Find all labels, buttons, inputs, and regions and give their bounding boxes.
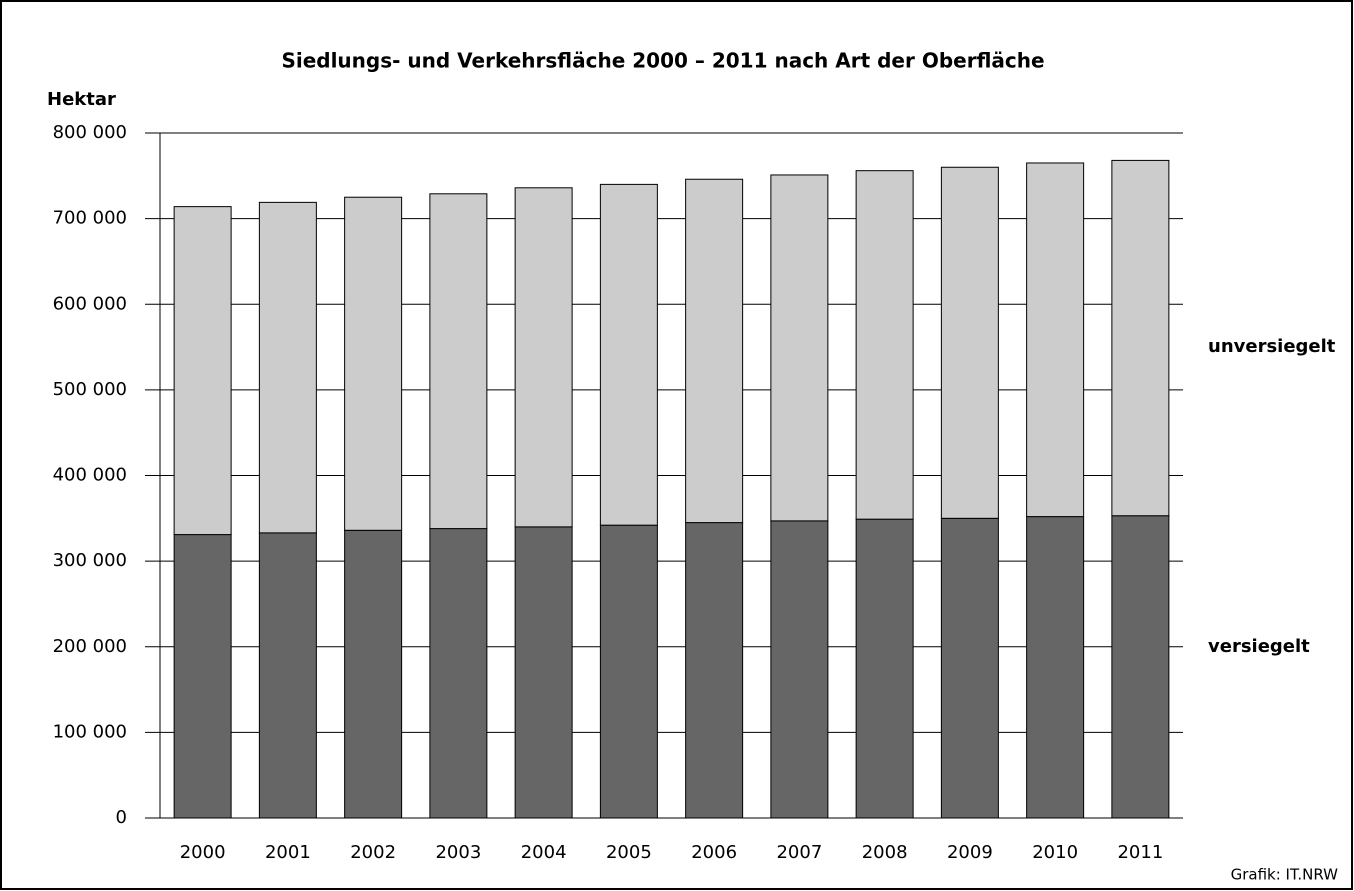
- bar-segment: [258, 201, 317, 534]
- y-tick-label: 800 000: [53, 122, 127, 143]
- y-tick-label: 100 000: [53, 721, 127, 742]
- x-tick-label: 2006: [691, 842, 737, 863]
- x-tick-label: 2004: [521, 842, 567, 863]
- source: Grafik: IT.NRW: [1231, 866, 1339, 884]
- bar-segment: [429, 528, 488, 819]
- y-tick-label: 600 000: [53, 293, 127, 314]
- legend-label: unversiegelt: [1208, 336, 1336, 357]
- bar-segment: [685, 522, 744, 819]
- y-tick-label: 200 000: [53, 636, 127, 657]
- y-tick-label: 0: [116, 807, 127, 828]
- bar-segment: [1026, 516, 1085, 819]
- bar-segment: [770, 174, 829, 522]
- bar-segment: [173, 534, 232, 819]
- bar-segment: [770, 520, 829, 819]
- legend-label: versiegelt: [1208, 636, 1310, 657]
- bar-segment: [1111, 515, 1170, 819]
- x-tick-label: 2007: [776, 842, 822, 863]
- bar-segment: [1111, 159, 1170, 517]
- bar-segment: [258, 532, 317, 819]
- x-tick-label: 2003: [435, 842, 481, 863]
- chart-title: Siedlungs- und Verkehrsfläche 2000 – 201…: [281, 49, 1044, 73]
- x-tick-label: 2008: [862, 842, 908, 863]
- bar-segment: [940, 517, 999, 819]
- bar-segment: [514, 526, 573, 819]
- bar-segment: [855, 170, 914, 520]
- x-tick-label: 2001: [265, 842, 311, 863]
- bar-segment: [599, 524, 658, 819]
- y-tick-label: 400 000: [53, 465, 127, 486]
- y-tick-label: 300 000: [53, 550, 127, 571]
- y-tick-label: 500 000: [53, 379, 127, 400]
- x-tick-label: 2009: [947, 842, 993, 863]
- bar-segment: [344, 196, 403, 531]
- x-tick-label: 2005: [606, 842, 652, 863]
- x-tick-label: 2011: [1117, 842, 1163, 863]
- x-tick-label: 2002: [350, 842, 396, 863]
- bar-segment: [173, 206, 232, 536]
- bar-segment: [514, 187, 573, 528]
- bar-segment: [1026, 162, 1085, 518]
- y-tick-label: 700 000: [53, 208, 127, 229]
- bar-segment: [940, 166, 999, 519]
- bar-segment: [599, 183, 658, 526]
- bar-segment: [429, 193, 488, 530]
- bar-segment: [855, 518, 914, 819]
- x-tick-label: 2010: [1032, 842, 1078, 863]
- y-axis-label: Hektar: [47, 89, 116, 110]
- bar-segment: [685, 178, 744, 524]
- x-tick-label: 2000: [180, 842, 226, 863]
- bar-segment: [344, 529, 403, 819]
